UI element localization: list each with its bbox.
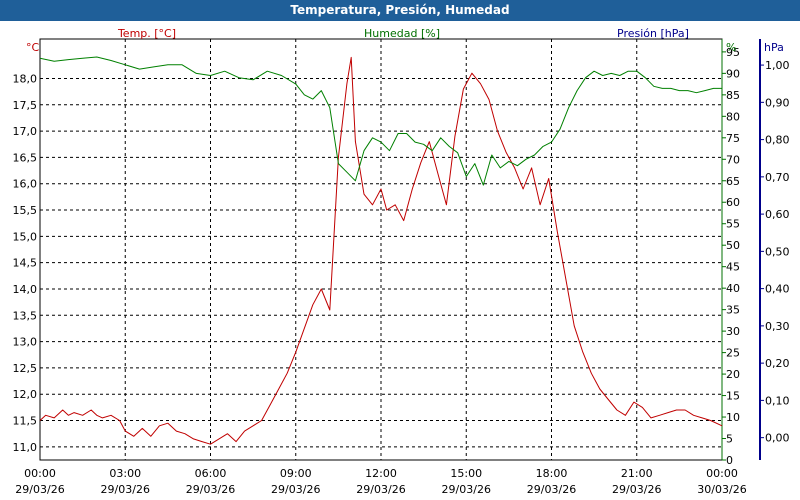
humidity-tick-label: 50 [726,239,740,252]
grid [39,38,723,461]
pressure-tick-label: 0,00 [765,432,790,445]
humidity-tick-label: 85 [726,89,740,102]
humidity-tick-label: 95 [726,46,740,59]
humidity-tick-label: 40 [726,282,740,295]
temp-tick-label: 11,5 [13,415,38,428]
x-tick-time: 12:00 [365,467,397,480]
x-tick-date: 29/03/26 [271,483,320,496]
x-tick-time: 15:00 [450,467,482,480]
humidity-tick-label: 70 [726,153,740,166]
x-tick-time: 00:00 [24,467,56,480]
humidity-tick-label: 55 [726,218,740,231]
x-tick-date: 29/03/26 [15,483,64,496]
chart-title-bar: Temperatura, Presión, Humedad [0,0,800,21]
series-line-humidity [39,56,722,186]
x-tick-date: 29/03/26 [527,483,576,496]
humidity-unit-label: % [726,41,736,54]
humidity-tick-label: 25 [726,347,740,360]
series-layer [39,56,723,445]
temp-tick-label: 16,5 [13,151,38,164]
humidity-tick-label: 30 [726,325,740,338]
pressure-tick-label: 0,60 [765,208,790,221]
temp-unit-label: °C [26,41,40,54]
series-line-temp [39,56,723,445]
humidity-tick-label: 45 [726,261,740,274]
temp-tick-label: 12,5 [13,362,38,375]
pressure-tick-label: 0,80 [765,134,790,147]
temp-tick-label: 16,0 [13,178,38,191]
humidity-tick-label: 0 [726,454,733,467]
x-tick-date: 29/03/26 [612,483,661,496]
temp-tick-label: 14,5 [13,257,38,270]
humidity-tick-label: 65 [726,175,740,188]
x-tick-time: 03:00 [109,467,141,480]
chart-title: Temperatura, Presión, Humedad [290,3,510,17]
temp-tick-label: 17,5 [13,99,38,112]
chart-canvas: 00:00 29/03/26 03:00 29/03/26 06:00 29/03/26 0… [13,27,790,496]
humidity-axis-header: Humedad [%] [364,27,440,40]
pressure-axis-header: Presión [hPa] [617,27,689,40]
humidity-tick-label: 5 [726,433,733,446]
humidity-tick-label: 60 [726,196,740,209]
temp-tick-label: 11,0 [13,441,38,454]
temp-tick-label: 15,5 [13,204,38,217]
temp-tick-label: 18,0 [13,72,38,85]
x-tick-date: 30/03/26 [697,483,746,496]
temp-tick-label: 15,0 [13,230,38,243]
x-tick-time: 21:00 [621,467,653,480]
humidity-tick-label: 10 [726,411,740,424]
pressure-tick-label: 0,90 [765,96,790,109]
temp-tick-label: 13,5 [13,309,38,322]
x-tick-date: 29/03/26 [101,483,150,496]
humidity-tick-label: 20 [726,368,740,381]
pressure-tick-label: 0,20 [765,357,790,370]
x-tick-date: 29/03/26 [356,483,405,496]
temp-tick-label: 17,0 [13,125,38,138]
pressure-tick-label: 0,10 [765,394,790,407]
pressure-unit-label: hPa [764,41,784,54]
temp-axis-header: Temp. [°C] [117,27,176,40]
humidity-tick-label: 75 [726,132,740,145]
humidity-tick-label: 90 [726,67,740,80]
x-tick-time: 00:00 [706,467,738,480]
pressure-tick-label: 0,50 [765,245,790,258]
x-tick-date: 29/03/26 [186,483,235,496]
pressure-tick-label: 0,30 [765,320,790,333]
humidity-tick-label: 15 [726,390,740,403]
x-tick-time: 06:00 [195,467,227,480]
temp-tick-label: 12,0 [13,388,38,401]
axis-headers: Temp. [°C] Humedad [%] Presión [hPa] °C … [26,27,784,54]
temp-tick-label: 14,0 [13,283,38,296]
humidity-tick-label: 35 [726,304,740,317]
x-tick-time: 09:00 [280,467,312,480]
pressure-tick-label: 0,70 [765,171,790,184]
pressure-tick-label: 0,40 [765,283,790,296]
humidity-tick-label: 80 [726,110,740,123]
temp-tick-label: 13,0 [13,336,38,349]
axes: 00:00 29/03/26 03:00 29/03/26 06:00 29/03/26 0… [13,39,790,496]
x-tick-time: 18:00 [536,467,568,480]
x-tick-date: 29/03/26 [442,483,491,496]
pressure-tick-label: 1,00 [765,59,790,72]
